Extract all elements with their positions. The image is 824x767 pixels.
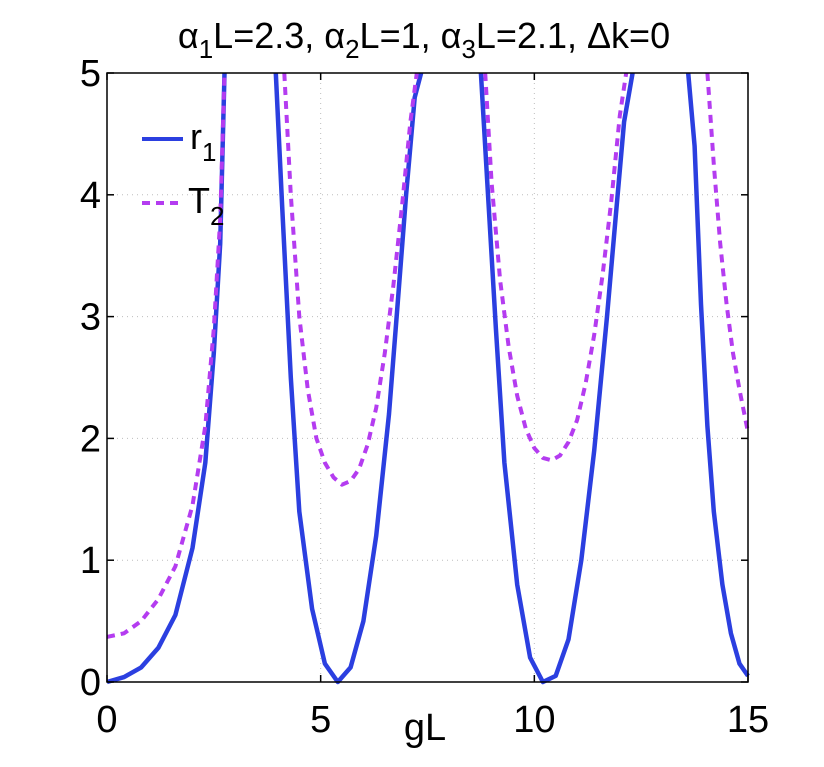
series-r1-segment-1 xyxy=(273,72,424,685)
series-r1-segment-2 xyxy=(478,72,635,685)
y-tick-label-1: 1 xyxy=(80,540,101,582)
x-tick-label-2: 10 xyxy=(513,699,555,741)
legend-label-r1: r1 xyxy=(190,116,216,167)
axis-ticks xyxy=(106,72,749,683)
y-tick-label-4: 4 xyxy=(80,175,101,217)
x-axis-label: gL xyxy=(404,707,446,749)
series-t2-segment-2 xyxy=(483,72,629,463)
x-tick-label-3: 15 xyxy=(727,699,769,741)
plot-frame xyxy=(106,72,749,683)
chart-title: α1L=2.3, α2L=1, α3L=2.1, Δk=0 xyxy=(178,15,670,64)
series-t2-segment-0 xyxy=(106,72,227,639)
legend: r1 T2 xyxy=(142,116,224,231)
series-r1-segment-0 xyxy=(106,72,227,685)
axis-tick-labels: 0 5 10 15 0 1 2 3 4 5 xyxy=(80,53,769,741)
y-tick-label-5: 5 xyxy=(80,53,101,95)
y-tick-label-3: 3 xyxy=(80,297,101,339)
series-r1-segment-3 xyxy=(685,72,750,678)
grid-lines xyxy=(107,73,748,682)
legend-label-t2: T2 xyxy=(188,180,224,231)
x-tick-label-1: 5 xyxy=(310,699,331,741)
y-tick-label-0: 0 xyxy=(80,662,101,704)
y-tick-label-2: 2 xyxy=(80,418,101,460)
series-layer xyxy=(106,72,750,685)
series-t2-segment-3 xyxy=(705,72,750,433)
series-t2-segment-1 xyxy=(282,72,419,487)
x-tick-label-0: 0 xyxy=(96,699,117,741)
